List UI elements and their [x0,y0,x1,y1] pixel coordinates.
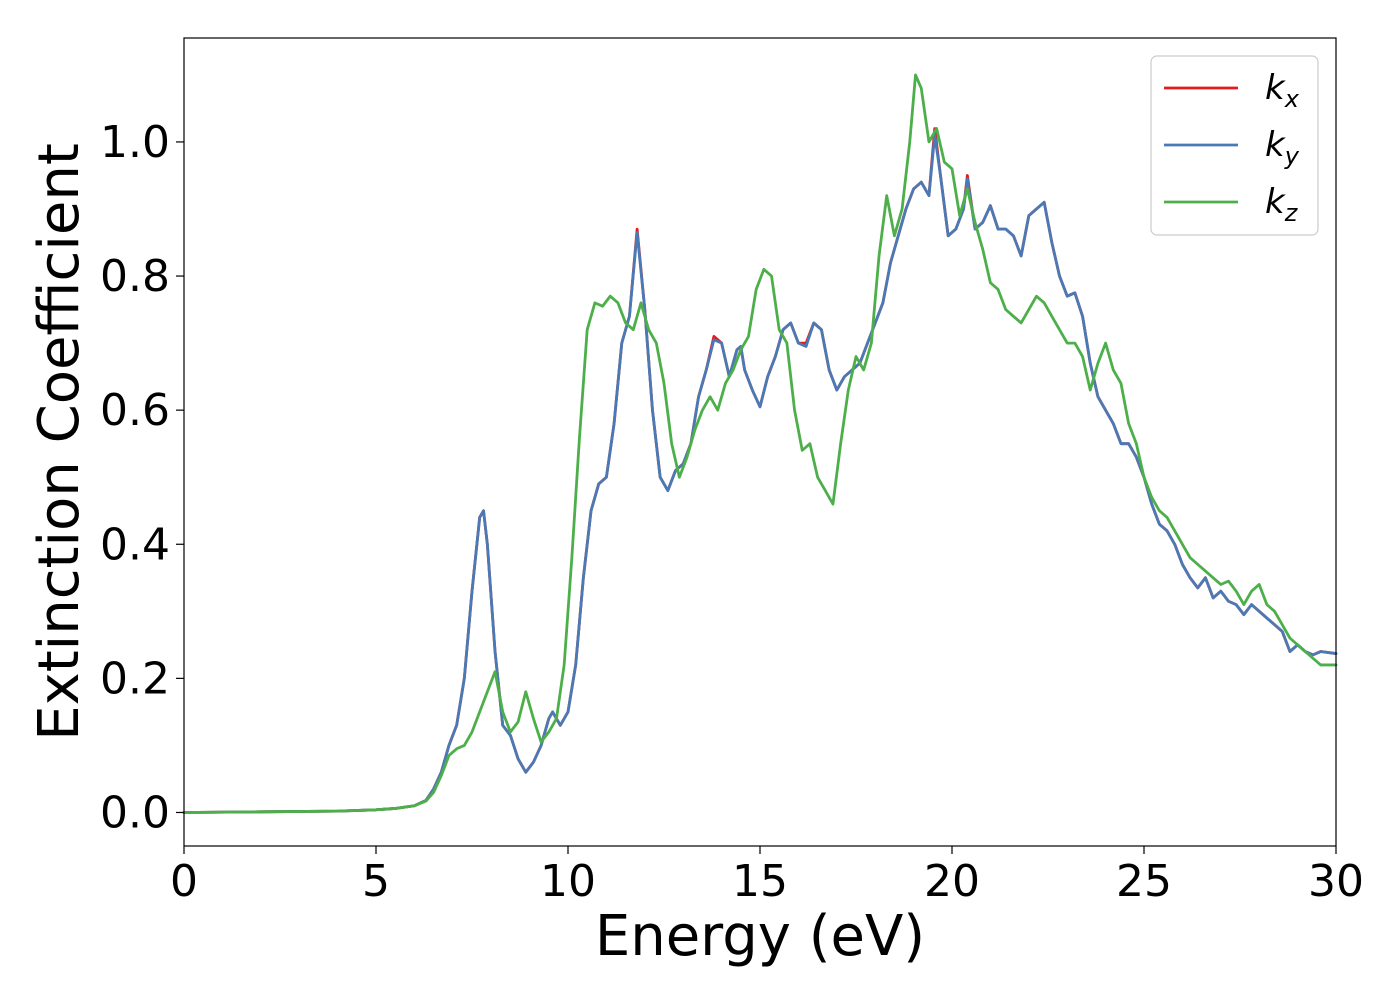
x-tick-label: 25 [1116,856,1172,907]
x-tick-label: 10 [540,856,596,907]
legend: kx ky kz [1150,55,1319,236]
y-axis-title: Extinction Coefficient [27,143,92,741]
legend-label-y: ky [1265,125,1300,170]
y-axis: 0.0 0.2 0.4 0.6 0.8 1.0 [100,117,184,838]
x-tick-label: 0 [170,856,198,907]
x-tick-label: 15 [732,856,788,907]
y-tick-label: 0.0 [100,787,170,838]
y-tick-label: 1.0 [100,117,170,168]
x-tick-label: 5 [362,856,390,907]
x-tick-label: 20 [924,856,980,907]
series-line-z [182,73,1338,814]
series-line-y [182,133,1338,814]
legend-label-x: kx [1265,68,1300,113]
x-axis: 0 5 10 15 20 25 30 [170,846,1364,907]
y-tick-label: 0.8 [100,251,170,302]
x-tick-label: 30 [1308,856,1364,907]
y-tick-label: 0.6 [100,385,170,436]
series-layer [182,73,1338,814]
y-tick-label: 0.2 [100,653,170,704]
x-axis-title: Energy (eV) [595,904,925,969]
y-tick-label: 0.4 [100,519,170,570]
legend-label-z: kz [1265,182,1299,227]
